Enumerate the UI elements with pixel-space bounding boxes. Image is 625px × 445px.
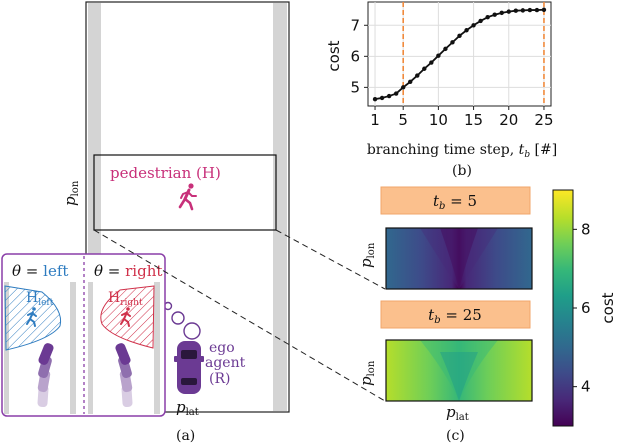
data-point bbox=[485, 15, 490, 20]
chart-plot-area bbox=[367, 1, 552, 107]
heatmap-tb5 bbox=[385, 227, 533, 290]
colorbar-tick-label: 4 bbox=[581, 378, 591, 396]
data-point bbox=[464, 28, 469, 33]
h-left-label: Hleft bbox=[26, 290, 54, 308]
data-point bbox=[506, 9, 511, 14]
data-point bbox=[429, 60, 434, 65]
chart-ticks: 1 5 10 15 20 25 5 6 7 bbox=[350, 16, 553, 129]
data-point bbox=[450, 40, 455, 45]
data-point bbox=[499, 10, 504, 16]
data-point bbox=[400, 85, 406, 90]
data-point bbox=[513, 8, 519, 13]
pedestrian-left-icon bbox=[26, 307, 37, 327]
data-point bbox=[443, 46, 448, 52]
thought-bubble-medium bbox=[171, 311, 185, 325]
caption-c: (c) bbox=[446, 428, 465, 444]
data-point bbox=[457, 33, 462, 39]
colorbar bbox=[552, 189, 574, 427]
pedestrian-right-icon bbox=[120, 307, 131, 327]
data-point bbox=[478, 18, 483, 24]
axis-lat-a: plat bbox=[176, 398, 199, 418]
x-tick-label: 15 bbox=[464, 111, 483, 129]
caption-a: (a) bbox=[176, 428, 195, 444]
x-tick-label: 25 bbox=[534, 111, 553, 129]
label-tb5: tb = 5 bbox=[433, 192, 477, 212]
y-tick-label: 7 bbox=[350, 16, 360, 34]
car-trajectory-right bbox=[115, 343, 133, 408]
panel-c: tb = 5 tb = 25 plon plon plat 4 6 8 cost (… bbox=[357, 186, 617, 444]
data-point bbox=[520, 8, 526, 13]
x-tick-label: 20 bbox=[499, 111, 518, 129]
inset-left-title: θ = left bbox=[12, 262, 68, 280]
y-tick-label: 6 bbox=[350, 47, 360, 65]
belief-region-right bbox=[100, 285, 155, 349]
colorbar-tick-label: 8 bbox=[581, 220, 591, 238]
cost-chart: 1 5 10 15 20 25 5 6 7 cost branching time step, … bbox=[325, 1, 557, 179]
thought-bubble-large bbox=[183, 322, 201, 340]
data-point bbox=[534, 7, 540, 13]
x-tick-label: 10 bbox=[429, 111, 448, 129]
axis-lat-c: plat bbox=[446, 403, 469, 423]
ego-label: ego agent (R) bbox=[205, 340, 250, 387]
h-right-label: Hright bbox=[108, 290, 143, 308]
data-point bbox=[541, 7, 547, 12]
data-point bbox=[415, 73, 420, 78]
data-point bbox=[386, 93, 392, 99]
data-point bbox=[436, 53, 441, 58]
y-tick-label: 5 bbox=[350, 78, 360, 96]
connector-lines bbox=[93, 229, 386, 402]
data-point bbox=[372, 96, 378, 102]
data-point bbox=[527, 7, 533, 13]
heatmap-tb25 bbox=[385, 339, 533, 402]
label-tb25: tb = 25 bbox=[428, 306, 482, 326]
data-point bbox=[471, 23, 476, 28]
chart-xlabel: branching time step, tb [#] bbox=[367, 142, 557, 160]
belief-inset: θ = left θ = right Hleft Hright bbox=[1, 253, 166, 417]
data-point bbox=[393, 91, 399, 96]
chart-series bbox=[372, 7, 547, 102]
label-box-tb25 bbox=[380, 300, 531, 329]
belief-region-left bbox=[4, 285, 62, 351]
car-trajectory-left bbox=[37, 343, 54, 408]
label-box-tb5 bbox=[380, 186, 531, 215]
axis-lon-c-bottom: plon bbox=[357, 360, 377, 386]
data-point bbox=[422, 66, 427, 71]
ego-car-icon bbox=[174, 341, 204, 394]
pedestrian-icon bbox=[178, 183, 197, 211]
chart-highlight-lines bbox=[402, 2, 545, 106]
data-point bbox=[408, 79, 413, 84]
x-tick-label: 5 bbox=[398, 111, 408, 129]
data-point bbox=[492, 12, 497, 17]
axis-lon-c-top: plon bbox=[357, 242, 377, 268]
x-tick-label: 1 bbox=[370, 111, 380, 129]
pedestrian-label: pedestrian (H) bbox=[110, 164, 221, 182]
colorbar-ticks: 4 6 8 bbox=[573, 220, 591, 396]
data-point bbox=[379, 95, 385, 101]
inset-right-title: θ = right bbox=[94, 262, 162, 280]
axis-lon-a: plon bbox=[61, 180, 81, 206]
caption-b: (b) bbox=[452, 163, 472, 179]
colorbar-tick-label: 6 bbox=[581, 299, 591, 317]
colorbar-label: cost bbox=[599, 292, 617, 323]
pedestrian-region bbox=[93, 154, 277, 231]
chart-ylabel: cost bbox=[325, 40, 343, 71]
sidewalk-right bbox=[273, 3, 287, 411]
